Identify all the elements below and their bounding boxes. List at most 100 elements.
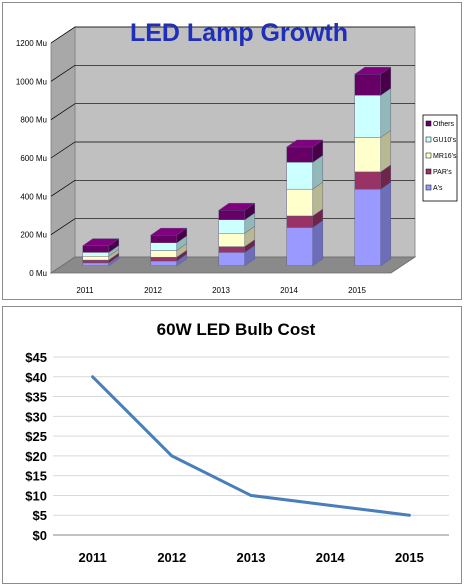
- legend-label: GU10's: [433, 137, 457, 144]
- x-tick-label: 2013: [212, 286, 230, 295]
- y-tick-label: $30: [25, 409, 47, 424]
- y-tick-label: 200 Mu: [20, 231, 47, 240]
- y-axis-ticks: $0 $5 $10 $15 $20 $25 $30 $35 $40 $45: [25, 350, 47, 543]
- y-tick-label: $0: [33, 528, 47, 543]
- legend-label: PAR's: [433, 169, 452, 176]
- bar-segment: [354, 66, 392, 96]
- data-point: [91, 375, 95, 379]
- bar-front: [354, 188, 381, 266]
- bar-side: [312, 220, 323, 267]
- chart-gridlines: [53, 356, 449, 536]
- bar-front: [218, 233, 246, 247]
- bar-front: [150, 256, 178, 262]
- bar-side: [380, 87, 391, 138]
- x-tick-label: 2015: [348, 286, 366, 295]
- gridline: [50, 103, 415, 120]
- bar-segment: [82, 238, 120, 253]
- chart-line: [91, 375, 411, 517]
- bar-front: [218, 246, 246, 253]
- bar-front: [286, 162, 313, 190]
- bar-front: [286, 188, 313, 217]
- bar-front: [286, 227, 313, 266]
- bar-front: [82, 262, 110, 266]
- y-tick-label: 1000 Mu: [16, 77, 47, 86]
- y-tick-label: 1200 Mu: [16, 39, 47, 48]
- bar-segment: [150, 235, 188, 251]
- bar-front: [82, 252, 110, 257]
- x-tick-label: 2014: [280, 286, 298, 295]
- chart-title: LED Lamp Growth: [130, 19, 348, 47]
- data-point: [328, 503, 332, 507]
- bar-front: [354, 171, 381, 190]
- bar-front: [82, 256, 110, 261]
- bar-front: [150, 242, 178, 251]
- bulb-cost-chart: 60W LED Bulb Cost $0 $5 $10 $15 $20 $25 $30 $35…: [25, 320, 449, 565]
- bar-front: [286, 146, 313, 163]
- data-point: [249, 493, 253, 497]
- gridline: [50, 26, 415, 44]
- x-tick-label: 2014: [316, 550, 346, 565]
- bar-front: [150, 250, 178, 258]
- y-tick-label: $20: [25, 449, 47, 464]
- bar-top: [354, 66, 392, 75]
- legend: Others GU10's MR16's PAR's A's: [422, 114, 458, 202]
- bar-front: [354, 137, 381, 173]
- chart-title: 60W LED Bulb Cost: [157, 320, 316, 339]
- led-lamp-growth-panel: 0 Mu 200 Mu 400 Mu 600 Mu 800 Mu 1000 Mu 1200 …: [2, 2, 462, 300]
- bar-segment: [218, 212, 256, 234]
- legend-swatch: [425, 168, 432, 175]
- bar-front: [218, 252, 246, 266]
- legend-label: MR16's: [433, 153, 457, 160]
- bar-front: [150, 260, 178, 266]
- data-point: [170, 454, 174, 458]
- bulb-cost-panel: 60W LED Bulb Cost $0 $5 $10 $15 $20 $25 $30 $35…: [2, 306, 462, 584]
- y-tick-label: 400 Mu: [20, 192, 47, 201]
- x-tick-label: 2011: [76, 286, 94, 295]
- y-tick-label: $15: [25, 469, 47, 484]
- bar-segment: [150, 227, 188, 244]
- y-tick-label: 600 Mu: [20, 154, 47, 163]
- legend-label: A's: [433, 185, 443, 192]
- y-tick-label: 0 Mu: [29, 269, 47, 278]
- bar-front: [82, 245, 110, 253]
- bar-side: [380, 129, 391, 173]
- bar-top: [82, 238, 120, 246]
- bar-top: [286, 139, 324, 148]
- bar-front: [354, 73, 381, 96]
- y-tick-label: $5: [33, 508, 47, 523]
- y-tick-label: $35: [25, 390, 47, 405]
- bar-side: [380, 181, 391, 267]
- bar-front: [286, 215, 313, 228]
- y-tick-label: 800 Mu: [20, 116, 47, 125]
- bar-segment: [286, 220, 323, 267]
- y-tick-label: $25: [25, 429, 47, 444]
- x-tick-label: 2015: [395, 550, 424, 565]
- y-tick-label: $45: [25, 350, 47, 365]
- bar-front: [82, 259, 110, 264]
- bar-segment: [354, 87, 391, 138]
- bar-top: [150, 227, 188, 236]
- x-axis-ticks: 2011 2012 2013 2014 2015: [76, 286, 366, 295]
- legend-label: Others: [433, 121, 455, 128]
- bar-segment: [354, 129, 391, 173]
- bar-front: [218, 210, 246, 220]
- bar-front: [150, 234, 178, 243]
- bar-segment: [286, 154, 323, 190]
- x-tick-label: 2013: [237, 550, 266, 565]
- bar-front: [218, 219, 246, 234]
- bar-top: [218, 203, 256, 211]
- x-axis-ticks: 2011 2012 2013 2014 2015: [78, 550, 423, 565]
- chart-bars: [82, 66, 392, 267]
- bar-front: [354, 95, 381, 138]
- data-point: [407, 513, 411, 517]
- bar-segment: [286, 181, 323, 217]
- y-tick-label: $10: [25, 488, 47, 503]
- led-lamp-growth-chart: 0 Mu 200 Mu 400 Mu 600 Mu 800 Mu 1000 Mu 1200 …: [16, 19, 458, 295]
- bar-segment: [286, 139, 324, 163]
- bar-segment: [354, 181, 391, 267]
- legend-swatch: [425, 184, 432, 191]
- x-tick-label: 2012: [144, 286, 162, 295]
- legend-swatch: [425, 136, 432, 143]
- y-tick-label: $40: [25, 370, 47, 385]
- y-axis-ticks: 0 Mu 200 Mu 400 Mu 600 Mu 800 Mu 1000 Mu 1200 …: [16, 39, 47, 278]
